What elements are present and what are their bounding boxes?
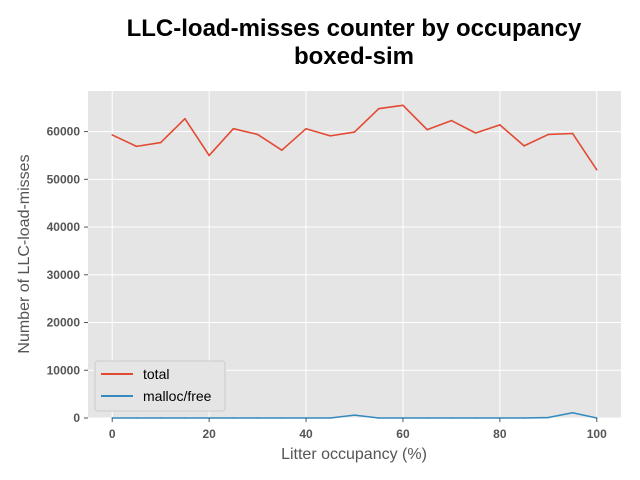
x-tick-label: 80 — [493, 427, 507, 441]
data-point-malloc-free — [353, 414, 356, 416]
y-tick-label: 10000 — [47, 363, 81, 377]
legend-label-malloc-free: malloc/free — [143, 388, 212, 404]
data-point-total — [281, 149, 283, 151]
y-tick-label: 50000 — [47, 172, 81, 186]
data-point-total — [571, 132, 574, 135]
data-point-total — [402, 104, 404, 107]
legend: total malloc/free — [94, 360, 226, 412]
data-point-total — [256, 133, 259, 136]
data-point-malloc-free — [232, 417, 235, 419]
data-point-malloc-free — [377, 417, 380, 419]
data-point-malloc-free — [547, 416, 550, 419]
data-point-total — [450, 119, 453, 122]
chart-title-line-2: boxed-sim — [294, 43, 414, 70]
data-point-malloc-free — [523, 417, 525, 419]
data-point-total — [474, 132, 477, 134]
data-point-malloc-free — [426, 417, 428, 419]
data-point-total — [353, 131, 356, 133]
x-tick-label: 0 — [109, 427, 116, 441]
x-tick-label: 20 — [202, 427, 216, 441]
data-point-total — [523, 145, 525, 147]
tick-labels: 0 20 40 60 80 100 0 10000 20000 30000 40000 50000 60… — [47, 125, 607, 441]
data-point-total — [595, 168, 598, 171]
data-point-total — [377, 107, 380, 110]
y-tick-label: 40000 — [47, 220, 81, 234]
x-tick-label: 40 — [299, 427, 313, 441]
x-axis-label: Litter occupancy (%) — [281, 446, 427, 463]
data-point-total — [184, 117, 186, 120]
data-point-total — [111, 134, 114, 136]
y-axis-label: Number of LLC-load-misses — [16, 154, 33, 353]
data-point-malloc-free — [329, 417, 332, 419]
data-point-malloc-free — [474, 417, 477, 419]
data-point-total — [232, 127, 235, 130]
data-point-total — [305, 127, 307, 130]
y-tick-label: 20000 — [47, 316, 81, 330]
legend-label-total: total — [143, 366, 169, 382]
y-tick-label: 30000 — [47, 268, 81, 282]
data-point-total — [426, 128, 428, 131]
data-point-total — [547, 133, 550, 136]
data-point-total — [135, 145, 138, 148]
data-point-total — [329, 135, 332, 137]
data-point-malloc-free — [571, 411, 574, 414]
data-point-malloc-free — [256, 417, 259, 419]
y-tick-label: 0 — [73, 411, 80, 425]
data-point-malloc-free — [184, 417, 186, 419]
data-point-malloc-free — [159, 417, 162, 419]
y-tick-label: 60000 — [47, 125, 81, 139]
data-point-total — [208, 154, 210, 157]
data-point-malloc-free — [135, 417, 138, 419]
data-point-malloc-free — [281, 417, 283, 419]
x-tick-label: 60 — [396, 427, 410, 441]
data-point-malloc-free — [450, 417, 453, 419]
chart-title-line-1: LLC-load-misses counter by occupancy — [127, 15, 582, 42]
data-point-total — [159, 141, 162, 144]
x-tick-label: 100 — [587, 427, 607, 441]
data-point-total — [499, 124, 501, 126]
